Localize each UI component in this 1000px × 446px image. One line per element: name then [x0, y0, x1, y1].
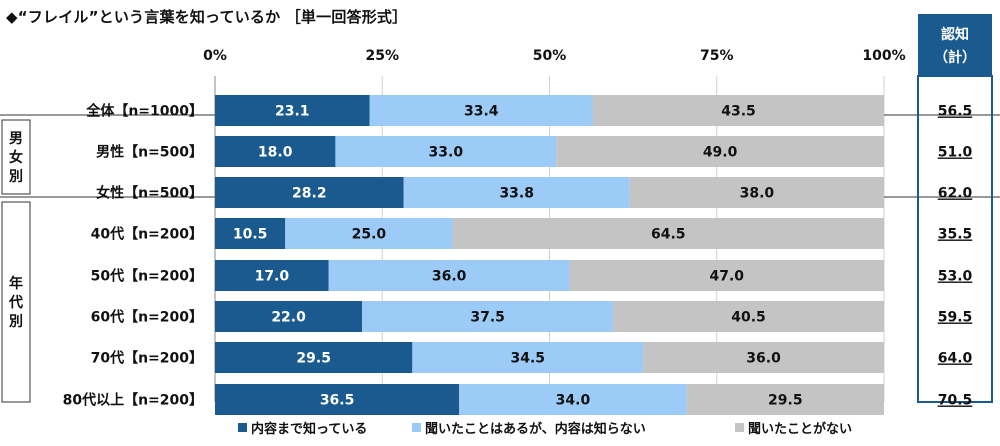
bar-segment [215, 218, 286, 249]
x-tick-label: 100% [862, 48, 905, 64]
recognition-header [918, 14, 992, 76]
legend-swatch [412, 423, 421, 432]
bar-value-label: 17.0 [255, 269, 290, 285]
recognition-value: 59.5 [938, 310, 973, 326]
bar-value-label: 28.2 [292, 186, 327, 202]
group-label-char: 別 [8, 314, 23, 330]
row-label: 80代以上【n=200】 [63, 392, 203, 409]
bar-value-label: 25.0 [352, 227, 387, 243]
bar-segment [215, 260, 329, 291]
legend-swatch [735, 423, 744, 432]
chart-title: ◆“フレイル”という言葉を知っているか ［単一回答形式］ [6, 8, 408, 26]
bar-segment [215, 136, 336, 167]
row-label: 男性【n=500】 [96, 144, 203, 161]
bar-value-label: 22.0 [271, 310, 306, 326]
x-tick-label: 0% [203, 48, 227, 64]
recognition-value: 70.5 [938, 393, 973, 409]
bar-segment [592, 95, 884, 126]
bar-value-label: 40.5 [731, 310, 766, 326]
bar-segments: 23.1 33.4 43.5 18.0 33.0 49.0 28.2 33.8 38.0 10.5… [215, 95, 884, 415]
row-label: 40代【n=200】 [91, 226, 203, 243]
group-box [1, 119, 31, 195]
row-label: 70代【n=200】 [91, 350, 203, 367]
group-label-char: 男 [9, 131, 23, 147]
bar-segment [335, 136, 557, 167]
bar-segment [452, 218, 884, 249]
bar-segment [686, 384, 884, 415]
bar-value-label: 33.0 [429, 145, 464, 161]
recognition-frame [917, 75, 993, 403]
bar-segment [285, 218, 453, 249]
row-label: 全体【n=1000】 [85, 103, 203, 120]
bar-value-label: 47.0 [710, 269, 745, 285]
bar-value-label: 36.0 [746, 351, 781, 367]
bar-segment [556, 136, 884, 167]
recognition-header-sub: （計） [934, 49, 976, 66]
bar-value-label: 36.0 [432, 269, 467, 285]
bar-value-label: 38.0 [740, 186, 775, 202]
bar-segment [629, 177, 884, 208]
legend-label: 内容まで知っている [251, 421, 367, 437]
recognition-value: 35.5 [938, 227, 973, 243]
bar-value-label: 23.1 [275, 104, 310, 120]
bar-value-label: 18.0 [258, 145, 293, 161]
bar-segment [215, 95, 370, 126]
group-label-char: 年 [9, 275, 23, 292]
recognition-value: 62.0 [938, 186, 973, 202]
bar-segment [613, 301, 884, 332]
bar-segment [215, 301, 363, 332]
legend-swatch [238, 423, 247, 432]
recognition-value: 56.5 [938, 104, 973, 120]
bar-segment [362, 301, 614, 332]
bar-segment [215, 177, 404, 208]
group-label-char: 女 [9, 149, 23, 166]
bar-segment [412, 342, 644, 373]
legend-label: 聞いたことがない [748, 421, 852, 437]
x-axis-ticks: 0% 25% 50% 75% 100% [203, 48, 906, 64]
bar-segment [459, 384, 687, 415]
bar-value-label: 49.0 [703, 145, 738, 161]
bar-segment [328, 260, 570, 291]
recognition-column: 認知 （計） 56.5 51.0 62.0 35.5 53.0 59.5 64.0 70.5 [917, 14, 993, 409]
bar-value-label: 33.8 [499, 186, 534, 202]
bar-segment [369, 95, 593, 126]
recognition-value: 53.0 [938, 269, 973, 285]
bar-value-label: 34.0 [556, 393, 591, 409]
row-label: 50代【n=200】 [91, 268, 203, 285]
legend: 内容まで知っている 聞いたことはあるが、内容は知らない 聞いたことがない [238, 421, 852, 437]
recognition-value: 51.0 [938, 145, 973, 161]
row-label: 60代【n=200】 [91, 309, 203, 326]
bar-value-label: 37.5 [470, 310, 505, 326]
group-label-char: 代 [8, 294, 23, 311]
x-tick-label: 25% [365, 48, 399, 64]
group-box [1, 201, 31, 403]
bar-value-label: 29.5 [296, 351, 331, 367]
bar-segment [215, 384, 460, 415]
row-label: 女性【n=500】 [96, 185, 203, 202]
bar-value-label: 29.5 [768, 393, 803, 409]
recognition-value: 64.0 [938, 351, 973, 367]
bar-segment [569, 260, 884, 291]
x-tick-label: 50% [533, 48, 567, 64]
group-label-char: 別 [8, 169, 23, 185]
recognition-header-label: 認知 [941, 26, 969, 43]
bar-value-label: 10.5 [233, 227, 268, 243]
bar-value-label: 43.5 [721, 104, 756, 120]
row-labels: 全体【n=1000】男性【n=500】女性【n=500】 40代【n=200】 50… [63, 103, 203, 409]
bar-segment [215, 342, 413, 373]
bar-segment [643, 342, 884, 373]
bar-segment [403, 177, 630, 208]
bar-value-label: 34.5 [510, 351, 545, 367]
bar-value-label: 33.4 [464, 104, 499, 120]
bar-value-label: 36.5 [320, 393, 355, 409]
bar-value-label: 64.5 [651, 227, 686, 243]
x-tick-label: 75% [700, 48, 734, 64]
legend-label: 聞いたことはあるが、内容は知らない [425, 421, 646, 437]
